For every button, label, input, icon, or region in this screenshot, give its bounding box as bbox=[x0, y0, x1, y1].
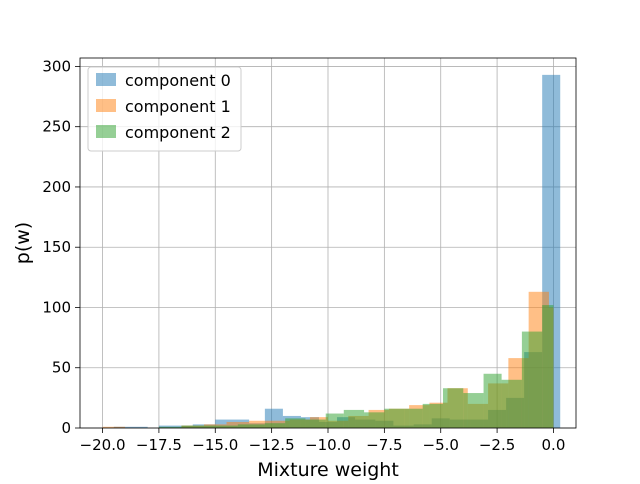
histogram-bar-component-2 bbox=[483, 373, 502, 428]
y-tick-label: 50 bbox=[52, 359, 71, 377]
histogram-bar-component-2 bbox=[384, 408, 405, 428]
histogram-bar-component-2 bbox=[364, 412, 385, 428]
legend-label-component-0: component 0 bbox=[125, 71, 231, 90]
histogram-bar-component-2 bbox=[181, 425, 216, 428]
y-tick-label: 200 bbox=[42, 178, 71, 196]
legend-label-component-2: component 2 bbox=[125, 123, 231, 142]
legend: component 0 component 1 component 2 bbox=[87, 66, 242, 152]
legend-box bbox=[87, 66, 242, 152]
histogram-bar-component-2 bbox=[215, 425, 238, 428]
histogram-bar-component-1 bbox=[102, 426, 126, 428]
histogram-bar-component-2 bbox=[158, 426, 182, 428]
histogram-bar-component-2 bbox=[501, 379, 522, 428]
histogram-bar-component-2 bbox=[305, 419, 326, 428]
x-tick-label: −20.0 bbox=[80, 436, 126, 454]
x-axis-ticks: −20.0 −17.5 −15.0 −12.5 −10.0 −7.5 −5.0 −2.5 0.0 bbox=[80, 428, 566, 454]
histogram-bar-component-2 bbox=[237, 424, 265, 428]
x-tick-label: 0.0 bbox=[542, 436, 566, 454]
histogram-bar-component-2 bbox=[404, 408, 423, 428]
grid-lines bbox=[80, 58, 576, 429]
x-tick-label: −10.0 bbox=[305, 436, 351, 454]
y-tick-label: 250 bbox=[42, 118, 71, 136]
legend-swatch-component-0 bbox=[96, 73, 116, 86]
y-tick-label: 0 bbox=[61, 419, 71, 437]
x-axis-label: Mixture weight bbox=[257, 459, 399, 480]
histogram-bar-component-2 bbox=[285, 418, 306, 428]
histogram-bar-component-0 bbox=[113, 426, 148, 428]
histogram-bar-component-2 bbox=[542, 305, 554, 428]
histogram-bar-component-2 bbox=[442, 388, 464, 428]
y-axis-ticks: 0 50 100 150 200 250 300 bbox=[42, 57, 80, 437]
histogram-bar-component-2 bbox=[264, 423, 286, 428]
histogram-bar-component-2 bbox=[343, 409, 365, 428]
histogram-bar-component-2 bbox=[521, 331, 543, 428]
y-tick-label: 300 bbox=[42, 57, 71, 75]
legend-swatch-component-1 bbox=[96, 99, 116, 112]
x-tick-label: −5.0 bbox=[423, 436, 459, 454]
y-tick-label: 100 bbox=[42, 298, 71, 316]
histogram-bar-component-2 bbox=[422, 403, 443, 428]
x-tick-label: −2.5 bbox=[479, 436, 515, 454]
x-tick-label: −12.5 bbox=[249, 436, 295, 454]
y-axis-label: p(w) bbox=[12, 222, 34, 264]
histogram-bar-component-2 bbox=[463, 393, 484, 428]
histogram-bars bbox=[102, 74, 561, 429]
x-tick-label: −15.0 bbox=[192, 436, 238, 454]
x-tick-label: −7.5 bbox=[366, 436, 402, 454]
y-tick-label: 150 bbox=[42, 238, 71, 256]
legend-swatch-component-2 bbox=[96, 125, 116, 138]
legend-label-component-1: component 1 bbox=[125, 97, 231, 116]
x-tick-label: −17.5 bbox=[136, 436, 182, 454]
histogram-bar-component-2 bbox=[325, 413, 344, 428]
